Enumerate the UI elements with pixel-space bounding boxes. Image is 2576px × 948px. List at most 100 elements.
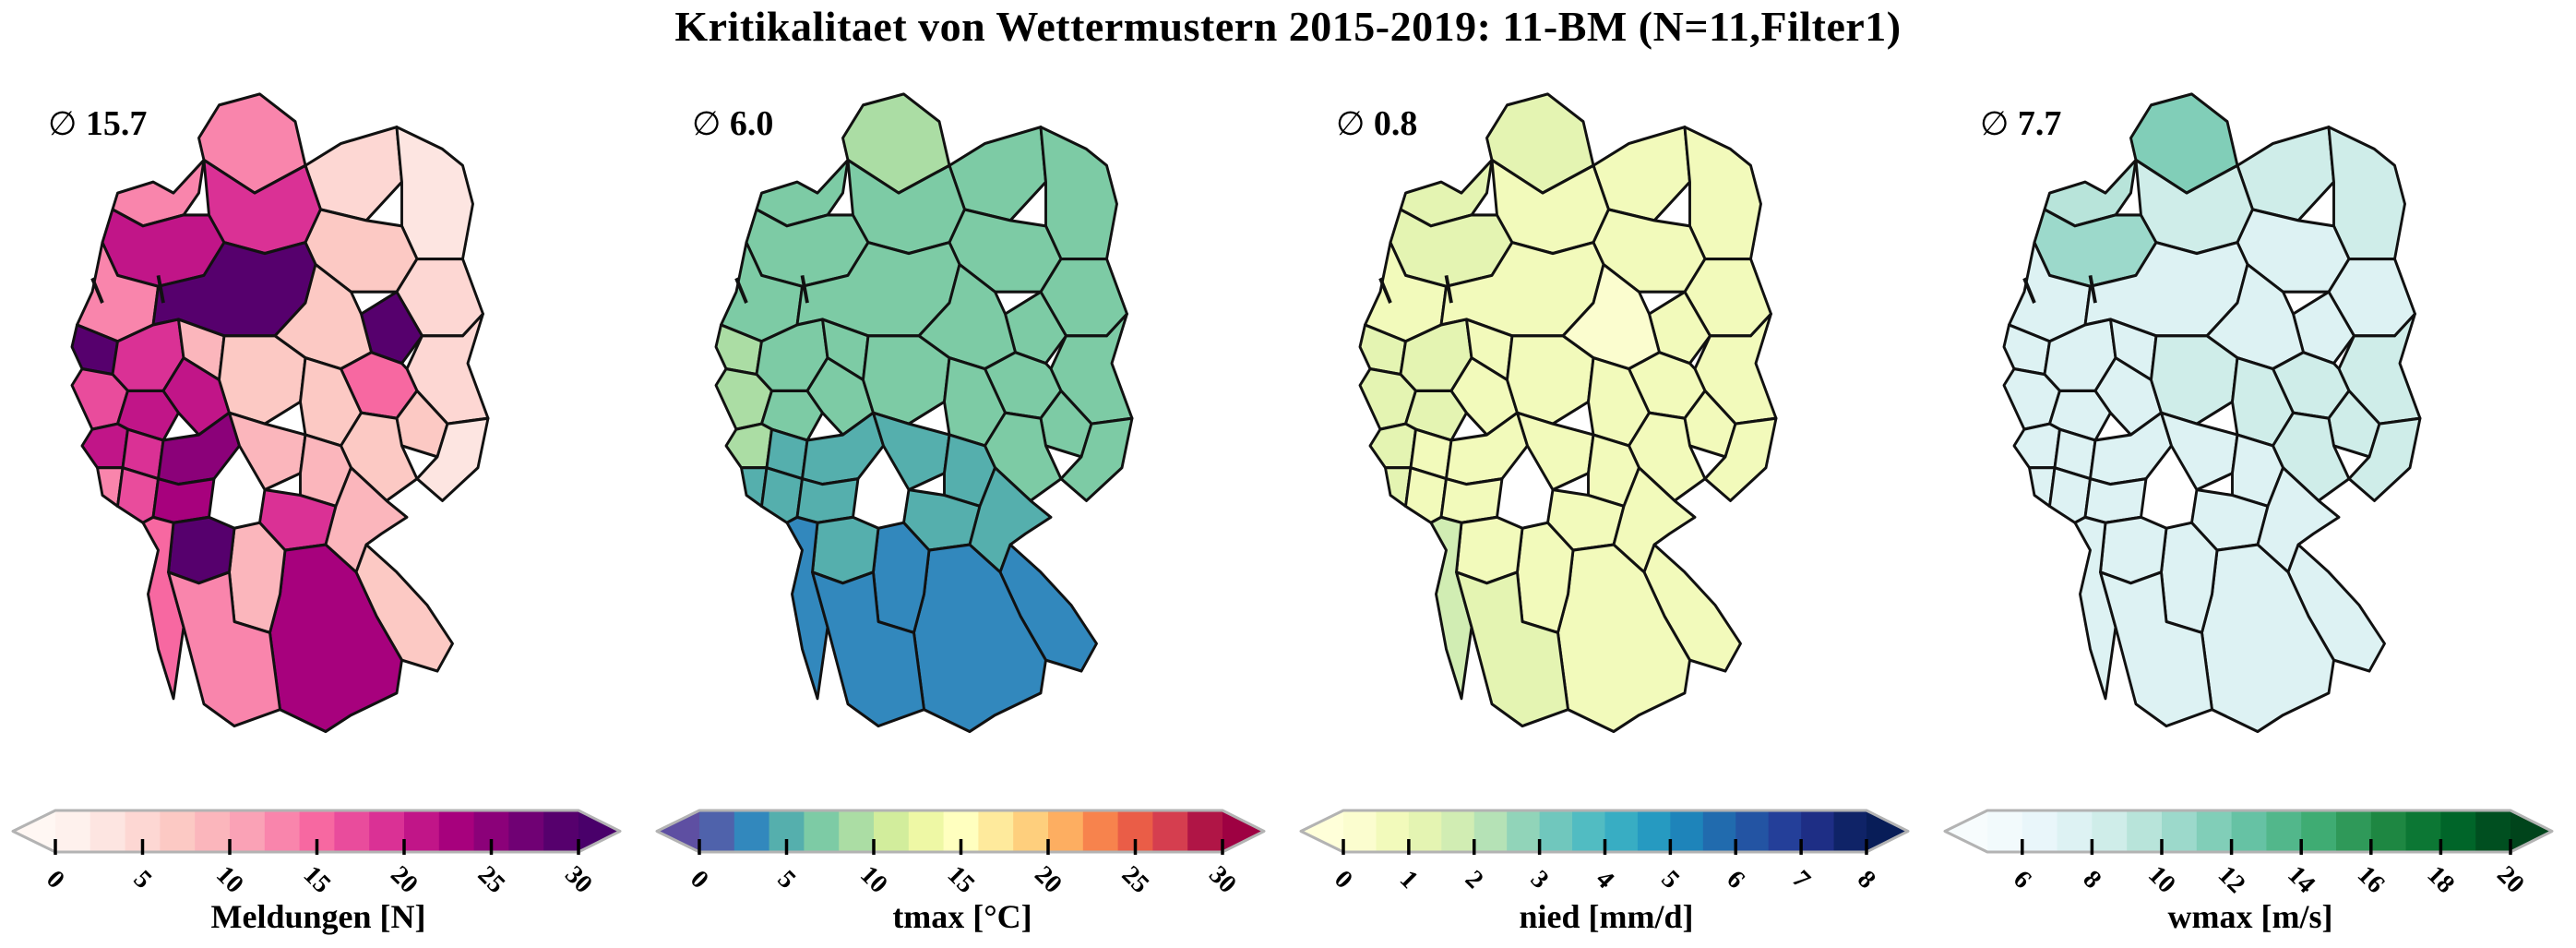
choropleth-map-wmax bbox=[2002, 92, 2422, 734]
colorbar-segment bbox=[334, 810, 370, 852]
colorbar-segment bbox=[2196, 810, 2233, 852]
colorbar-over-arrow-icon bbox=[1866, 810, 1908, 852]
enclave-line-icon bbox=[90, 277, 104, 304]
colorbar-segment bbox=[89, 810, 126, 852]
region-eifel bbox=[724, 422, 773, 470]
colorbar-tick-label: 10 bbox=[210, 860, 249, 899]
colorbar-segment bbox=[1343, 810, 1377, 852]
colorbar-segment bbox=[1539, 810, 1573, 852]
colorbar-tick-label: 16 bbox=[2352, 860, 2391, 899]
colorbar-tick-label: 25 bbox=[472, 860, 511, 899]
average-symbol: ∅ bbox=[1336, 105, 1366, 143]
region-obschwab bbox=[167, 570, 281, 728]
average-symbol: ∅ bbox=[1980, 105, 2010, 143]
colorbar-segment bbox=[264, 810, 301, 852]
colorbar-tick-label: 0 bbox=[41, 865, 70, 894]
colorbar-segment bbox=[1735, 810, 1770, 852]
region-eifel bbox=[80, 422, 129, 470]
colorbar-segment bbox=[1473, 810, 1508, 852]
colorbar-tick-label: 30 bbox=[1203, 860, 1242, 899]
average-value: 6.0 bbox=[729, 104, 774, 143]
colorbar-segment bbox=[1187, 810, 1223, 852]
colorbar-label-wmax: wmax [m/s] bbox=[2167, 898, 2333, 935]
colorbar-segment bbox=[699, 810, 735, 852]
colorbar-segment bbox=[1702, 810, 1736, 852]
colorbar-tick-label: 0 bbox=[1329, 865, 1358, 894]
colorbar-tick-label: 25 bbox=[1116, 860, 1155, 899]
colorbar-label-meldungen: Meldungen [N] bbox=[210, 898, 426, 935]
colorbar-tick-label: 10 bbox=[2142, 860, 2181, 899]
choropleth-map-meldungen bbox=[70, 92, 490, 734]
colorbar-segment bbox=[2057, 810, 2093, 852]
colorbar-over-arrow-icon bbox=[1222, 810, 1264, 852]
colorbar-over-arrow-icon bbox=[2510, 810, 2552, 852]
colorbar-tick-label: 4 bbox=[1591, 865, 1620, 894]
colorbar-tick-label: 14 bbox=[2282, 860, 2320, 899]
colorbar-tick-label: 6 bbox=[2008, 865, 2037, 894]
region-pfalz bbox=[760, 466, 804, 524]
panel-nied: ∅ 0.8 0 1 2 3 4 5 6 7 8 nied [mm/d] bbox=[1288, 0, 1932, 948]
colorbar-segment bbox=[2266, 810, 2302, 852]
colorbar-segment bbox=[1082, 810, 1119, 852]
region-eifel bbox=[2012, 422, 2061, 470]
region-thuerw bbox=[218, 334, 307, 426]
colorbar-segment bbox=[1833, 810, 1867, 852]
colorbar-tick-label: 3 bbox=[1525, 865, 1555, 894]
colorbar-segment bbox=[908, 810, 945, 852]
average-value: 7.7 bbox=[2017, 104, 2062, 143]
figure-title: Kritikalitaet von Wettermustern 2015-201… bbox=[674, 3, 1902, 50]
colorbar-segment bbox=[160, 810, 196, 852]
colorbar-segment bbox=[978, 810, 1014, 852]
colorbar-segment bbox=[1152, 810, 1188, 852]
colorbar-segment bbox=[2127, 810, 2163, 852]
colorbar-under-arrow-icon bbox=[13, 810, 55, 852]
colorbar-segment bbox=[733, 810, 770, 852]
colorbar-nied: 0 1 2 3 4 5 6 7 8 bbox=[1299, 809, 1910, 894]
average-annotation: ∅ 15.7 bbox=[48, 103, 147, 144]
colorbar-label-tmax: tmax [°C] bbox=[892, 898, 1032, 935]
panel-tmax: ∅ 6.0 0 5 10 15 20 25 30 tmax [°C] bbox=[644, 0, 1288, 948]
region-unterfr bbox=[2160, 411, 2239, 492]
colorbar-segment bbox=[1048, 810, 1084, 852]
region-pfalz bbox=[2048, 466, 2092, 524]
colorbar-segment bbox=[1670, 810, 1704, 852]
colorbar-tick-label: 8 bbox=[2078, 865, 2107, 894]
colorbar-label-nied: nied [mm/d] bbox=[1519, 898, 1694, 935]
colorbar-tick-label: 30 bbox=[559, 860, 598, 899]
colorbar-tick-label: 15 bbox=[942, 860, 981, 899]
colorbar-segment bbox=[404, 810, 440, 852]
colorbar-segment bbox=[874, 810, 910, 852]
colorbar-tick-label: 10 bbox=[854, 860, 893, 899]
colorbar-tick-label: 20 bbox=[385, 860, 423, 899]
colorbar-under-arrow-icon bbox=[1301, 810, 1343, 852]
average-symbol: ∅ bbox=[692, 105, 722, 143]
average-annotation: ∅ 7.7 bbox=[1980, 103, 2061, 144]
colorbar-segment bbox=[369, 810, 405, 852]
colorbar-segment bbox=[1801, 810, 1835, 852]
average-value: 15.7 bbox=[85, 104, 148, 143]
region-obschwab bbox=[1455, 570, 1569, 728]
colorbar-outline bbox=[1943, 809, 2554, 854]
colorbar-segment bbox=[2021, 810, 2058, 852]
colorbar-under-arrow-icon bbox=[1945, 810, 1987, 852]
average-symbol: ∅ bbox=[48, 105, 78, 143]
colorbar-segment bbox=[1768, 810, 1802, 852]
colorbar-tick-label: 5 bbox=[1655, 865, 1685, 894]
colorbar-segment bbox=[195, 810, 231, 852]
colorbar-segment bbox=[1013, 810, 1049, 852]
region-pfalz bbox=[1404, 466, 1448, 524]
enclave-line-icon bbox=[156, 274, 165, 304]
colorbar-over-arrow-icon bbox=[578, 810, 620, 852]
panel-meldungen: ∅ 15.7 0 5 10 15 20 25 30 Meldungen [N] bbox=[0, 0, 644, 948]
enclave-line-icon bbox=[800, 274, 809, 304]
colorbar-segment bbox=[2231, 810, 2267, 852]
colorbar-segment bbox=[1507, 810, 1541, 852]
colorbar-segment bbox=[230, 810, 266, 852]
colorbar-tmax: 0 5 10 15 20 25 30 bbox=[655, 809, 1266, 899]
choropleth-map-tmax bbox=[714, 92, 1134, 734]
region-unterfr bbox=[228, 411, 307, 492]
average-value: 0.8 bbox=[1373, 104, 1418, 143]
colorbar-tick-label: 6 bbox=[1721, 865, 1750, 894]
colorbar-segment bbox=[1408, 810, 1442, 852]
region-unterfr bbox=[872, 411, 951, 492]
